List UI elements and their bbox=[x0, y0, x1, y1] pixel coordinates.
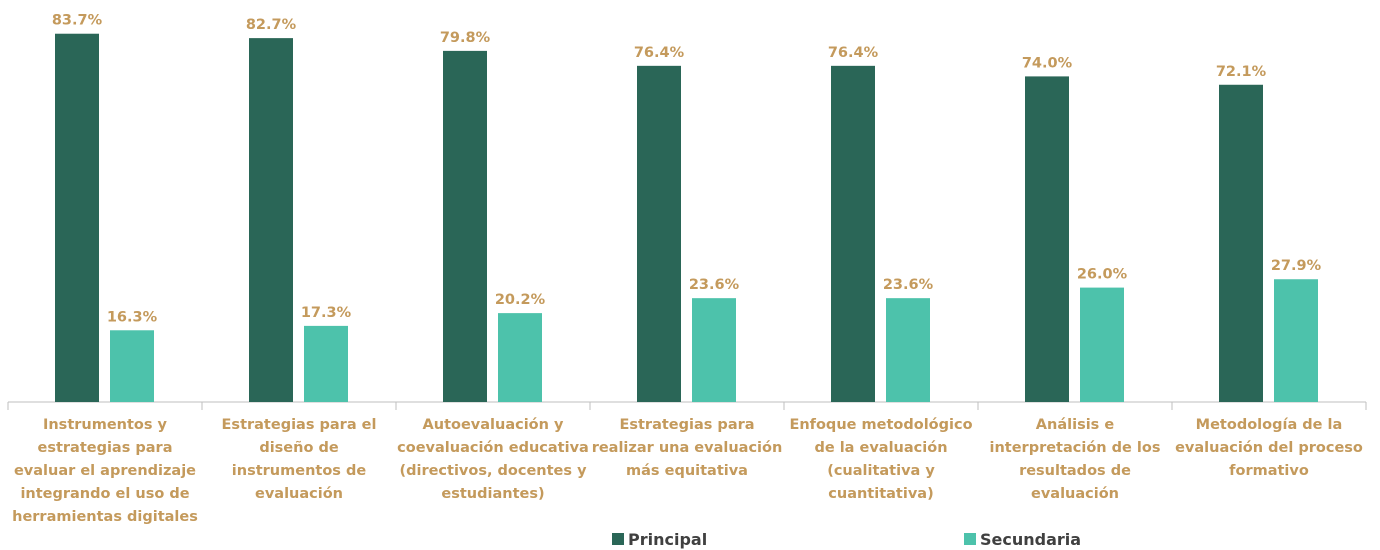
value-label: 72.1% bbox=[1216, 64, 1267, 80]
value-label: 79.8% bbox=[440, 30, 491, 46]
value-label: 83.7% bbox=[52, 13, 103, 29]
legend-swatch bbox=[612, 533, 624, 545]
value-label: 17.3% bbox=[301, 305, 352, 321]
bar bbox=[1274, 279, 1318, 402]
value-label: 76.4% bbox=[828, 45, 879, 61]
bar bbox=[249, 38, 293, 403]
x-tick-label: Estrategias para realizar una evaluación… bbox=[591, 417, 783, 479]
bar bbox=[692, 298, 736, 402]
value-label: 23.6% bbox=[689, 277, 740, 293]
bar bbox=[1025, 76, 1069, 403]
bar bbox=[1080, 287, 1124, 402]
legend-swatch bbox=[964, 533, 976, 545]
x-tick-label: Instrumentos y estrategias para evaluar … bbox=[12, 417, 198, 525]
bar bbox=[637, 65, 681, 402]
x-tick-label: Enfoque metodológico de la evaluación (c… bbox=[789, 417, 973, 502]
x-tick-label: Autoevaluación y coevaluación educativa … bbox=[397, 417, 589, 502]
x-tick-label: Análisis e interpretación de los resulta… bbox=[989, 417, 1161, 502]
bar bbox=[110, 330, 154, 402]
value-label: 27.9% bbox=[1271, 258, 1322, 274]
bar bbox=[498, 313, 542, 402]
value-label: 20.2% bbox=[495, 292, 546, 308]
bar bbox=[55, 33, 99, 402]
bar bbox=[1219, 84, 1263, 402]
legend-label: Principal bbox=[628, 530, 707, 549]
bar bbox=[443, 50, 487, 402]
value-label: 76.4% bbox=[634, 45, 685, 61]
bar bbox=[831, 65, 875, 402]
x-tick-label: Estrategias para el diseño de instrument… bbox=[221, 417, 377, 502]
value-label: 82.7% bbox=[246, 17, 297, 33]
bar bbox=[886, 298, 930, 402]
value-label: 26.0% bbox=[1077, 267, 1128, 283]
value-label: 74.0% bbox=[1022, 55, 1073, 71]
value-label: 23.6% bbox=[883, 277, 934, 293]
legend-label: Secundaria bbox=[980, 530, 1081, 549]
bar bbox=[304, 325, 348, 402]
value-label: 16.3% bbox=[107, 309, 158, 325]
x-tick-label: Metodología de la evaluación del proceso… bbox=[1175, 417, 1363, 479]
